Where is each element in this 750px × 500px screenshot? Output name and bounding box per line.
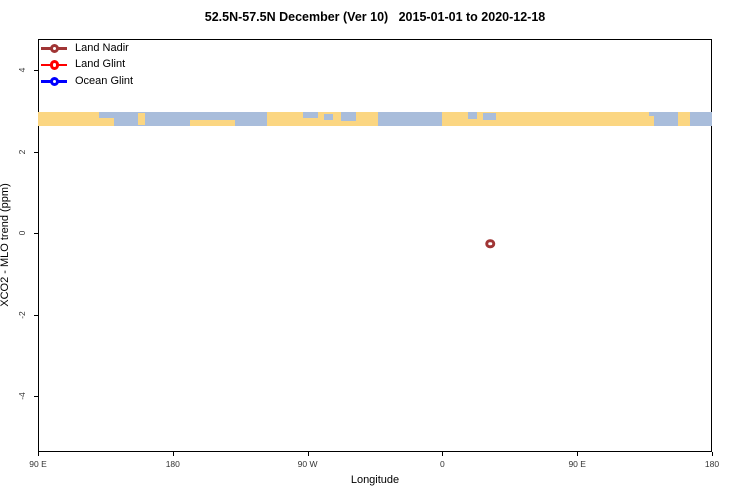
legend-label: Land Nadir — [75, 41, 129, 54]
map-detail-siberia-coast — [99, 118, 115, 126]
chart-title: 52.5N-57.5N December (Ver 10) 2015-01-01… — [204, 10, 546, 24]
map-detail-north-sea — [467, 111, 477, 119]
x-tick-mark — [38, 452, 39, 456]
y-tick-label: 4 — [17, 67, 27, 73]
x-tick-mark — [442, 452, 444, 456]
x-tick-label: 180 — [165, 459, 180, 469]
x-tick-label: 90 E — [29, 459, 47, 469]
map-detail-kamchatka-west — [138, 112, 146, 126]
x-tick-label: 0 — [440, 459, 445, 469]
ocean-glint-circle-icon — [49, 76, 59, 86]
map-detail-hudson-strait — [324, 114, 334, 120]
y-tick-mark — [34, 233, 38, 235]
x-tick-label: 180 — [704, 459, 720, 469]
y-tick-label: -4 — [17, 392, 27, 400]
y-tick-mark — [34, 314, 38, 316]
x-tick-label: 90 W — [297, 459, 318, 469]
x-tick-mark — [577, 452, 579, 456]
legend: Land Nadir Land Glint Ocean Glint — [41, 40, 221, 90]
y-tick-label: -2 — [17, 310, 27, 319]
map-detail-okhotsk-coast — [644, 116, 654, 126]
x-axis-label: Longitude — [350, 474, 400, 486]
y-tick-label: 2 — [17, 149, 27, 154]
plot-frame — [38, 39, 712, 452]
ocean-segment — [377, 111, 443, 126]
map-detail-hudson-bay — [303, 111, 319, 118]
land-nadir-circle-icon — [49, 43, 59, 53]
data-point-land-nadir — [485, 238, 496, 249]
legend-entry-land-nadir: Land Nadir — [41, 40, 221, 57]
y-tick-mark — [34, 69, 38, 71]
x-tick-mark — [307, 452, 309, 456]
y-tick-label: 0 — [17, 230, 27, 236]
land-glint-circle-icon — [49, 60, 59, 70]
legend-entry-land-glint: Land Glint — [41, 57, 221, 74]
map-detail-aleutians-alaska — [190, 119, 235, 126]
y-tick-mark — [34, 151, 38, 153]
x-tick-mark — [712, 452, 713, 456]
legend-label: Ocean Glint — [75, 74, 134, 87]
ocean-segment — [99, 111, 268, 126]
x-tick-label: 90 E — [568, 459, 586, 469]
map-detail-labrador-sea — [340, 111, 356, 121]
y-tick-mark — [34, 396, 38, 398]
x-tick-mark — [172, 452, 174, 456]
legend-label: Land Glint — [75, 58, 126, 70]
map-detail-baltic-sea — [482, 113, 497, 120]
legend-entry-ocean-glint: Ocean Glint — [41, 73, 221, 90]
latitude-band-map-strip — [38, 111, 712, 126]
y-axis-label: XCO2 - MLO trend (ppm) — [0, 183, 11, 307]
map-detail-kamchatka-east — [677, 111, 691, 126]
